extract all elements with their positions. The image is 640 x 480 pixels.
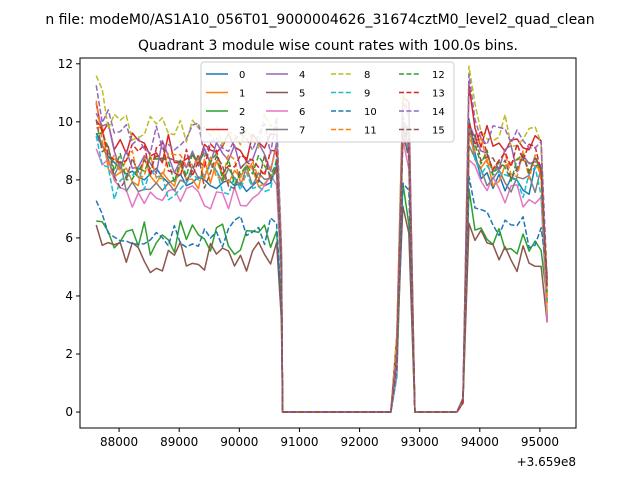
x-tick-label: 94000 xyxy=(461,435,499,449)
legend-label-8: 8 xyxy=(364,70,370,81)
legend-label-6: 6 xyxy=(299,107,305,118)
series-line-15 xyxy=(95,119,548,413)
legend-label-15: 15 xyxy=(432,126,445,137)
y-tick-label: 2 xyxy=(65,347,73,361)
y-axis-ticks: 0 2 4 6 8 10 12 xyxy=(58,57,80,419)
x-tick-label: 93000 xyxy=(401,435,439,449)
y-tick-label: 0 xyxy=(65,405,73,419)
legend-box xyxy=(200,61,455,143)
x-tick-label: 88000 xyxy=(100,435,138,449)
legend-label-5: 5 xyxy=(299,89,305,100)
y-tick-label: 6 xyxy=(65,231,73,245)
series-line-2 xyxy=(96,182,548,413)
legend-label-7: 7 xyxy=(299,126,305,137)
x-tick-label: 90000 xyxy=(220,435,258,449)
y-tick-label: 12 xyxy=(58,57,73,71)
legend-label-10: 10 xyxy=(364,107,377,118)
chart-title: Quadrant 3 module wise count rates with … xyxy=(138,38,518,54)
legend-label-11: 11 xyxy=(364,126,377,137)
legend-label-9: 9 xyxy=(364,89,370,100)
legend-label-3: 3 xyxy=(239,126,245,137)
axes-frame xyxy=(79,57,577,429)
series-line-10 xyxy=(95,175,548,413)
y-tick-label: 10 xyxy=(58,115,73,129)
legend-label-2: 2 xyxy=(239,107,245,118)
chart-suptitle: n file: modeM0/AS1A10_056T01_9000004626_… xyxy=(45,12,594,28)
legend-label-4: 4 xyxy=(299,70,305,81)
legend-label-0: 0 xyxy=(239,70,245,81)
legend-label-1: 1 xyxy=(239,89,245,100)
x-tick-label: 95000 xyxy=(521,435,559,449)
series-line-14 xyxy=(95,73,548,413)
x-tick-label: 92000 xyxy=(340,435,378,449)
x-tick-label: 89000 xyxy=(160,435,198,449)
plot-lines xyxy=(95,65,548,413)
y-tick-label: 4 xyxy=(65,289,73,303)
legend-label-13: 13 xyxy=(432,89,445,100)
y-tick-label: 8 xyxy=(65,173,73,187)
legend-label-12: 12 xyxy=(432,70,445,81)
x-axis-offset-label: +3.659e8 xyxy=(517,455,576,469)
x-tick-label: 91000 xyxy=(280,435,318,449)
x-axis-ticks: 88000 89000 90000 91000 92000 93000 94000 95000 xyxy=(100,428,559,449)
legend-label-14: 14 xyxy=(432,107,445,118)
